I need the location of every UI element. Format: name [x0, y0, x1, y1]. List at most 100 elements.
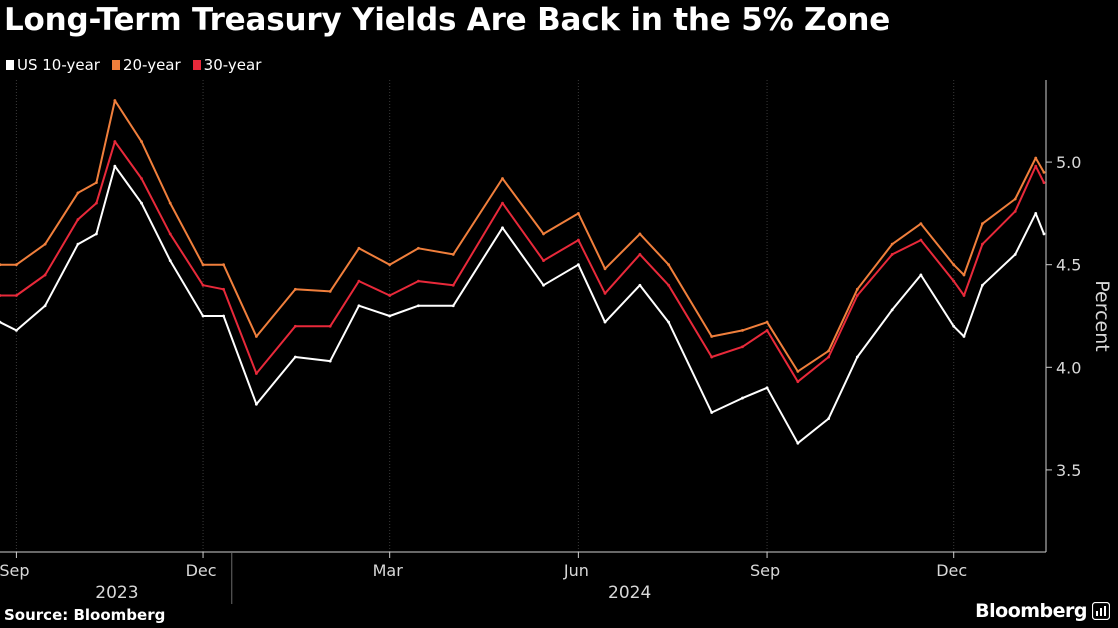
series-1-point-19 — [576, 211, 580, 215]
series-0-point-25 — [765, 386, 769, 390]
series-0-point-28 — [855, 355, 859, 359]
series-1-point-28 — [855, 287, 859, 291]
year-label-0: 2023 — [95, 583, 138, 603]
series-2-point-12 — [328, 324, 332, 328]
series-1-point-1 — [15, 263, 18, 267]
series-2-point-23 — [710, 355, 714, 359]
series-2-point-14 — [388, 294, 392, 297]
legend-swatch-20y — [111, 60, 120, 70]
legend-swatch-10y — [6, 60, 14, 70]
series-1-point-23 — [710, 335, 714, 338]
series-0-point-9 — [222, 314, 225, 318]
legend: US 10-year 20-year 30-year — [6, 56, 261, 74]
legend-label-30y: 30-year — [203, 56, 262, 74]
series-2-point-25 — [765, 328, 769, 332]
series-2-point-24 — [741, 345, 744, 349]
series-0-point-14 — [388, 314, 392, 318]
series-1-point-22 — [667, 263, 671, 267]
series-0-point-36 — [1042, 232, 1046, 236]
series-2-point-36 — [1042, 181, 1046, 185]
series-0-point-2 — [43, 304, 47, 308]
series-0-point-18 — [542, 283, 545, 287]
series-1-point-14 — [388, 263, 392, 267]
legend-item-10y: US 10-year — [6, 56, 100, 74]
series-2-point-16 — [451, 283, 455, 287]
series-1-point-36 — [1042, 170, 1046, 174]
y-tick-label-3: 5.0 — [1056, 153, 1081, 172]
series-1-point-9 — [222, 263, 225, 267]
series-1-point-34 — [1013, 197, 1017, 201]
series-1-point-7 — [168, 201, 172, 205]
series-0-point-24 — [741, 396, 744, 400]
year-label-1: 2024 — [608, 583, 651, 603]
series-line-1 — [0, 99, 1045, 373]
series-1-point-30 — [919, 222, 923, 226]
series-2-point-27 — [827, 355, 830, 359]
series-line-2 — [0, 140, 1045, 383]
series-0-point-31 — [952, 324, 956, 328]
series-1-point-10 — [254, 335, 258, 338]
series-0-point-10 — [254, 402, 258, 406]
series-0-point-15 — [417, 304, 420, 308]
series-1-point-3 — [76, 191, 80, 195]
series-2-point-18 — [542, 259, 545, 262]
series-1-point-15 — [417, 246, 420, 250]
series-0-point-26 — [796, 441, 800, 445]
series-2-point-4 — [94, 201, 98, 205]
series-1-point-26 — [796, 370, 800, 373]
series-2-point-8 — [201, 283, 205, 287]
y-tick-label-2: 4.5 — [1056, 256, 1081, 275]
series-0-point-30 — [919, 273, 923, 277]
series-0-point-12 — [328, 359, 332, 363]
series-0-point-4 — [94, 232, 98, 236]
series-2-point-13 — [357, 279, 361, 283]
series-0-point-21 — [638, 283, 642, 287]
x-tick-label-2: Mar — [373, 561, 404, 580]
series-0-point-34 — [1013, 253, 1017, 256]
series-2-point-30 — [919, 238, 923, 242]
series-2-point-11 — [293, 324, 297, 328]
series-2-point-9 — [222, 287, 225, 291]
series-0-point-27 — [827, 417, 830, 421]
series-1-point-31 — [952, 263, 956, 267]
x-tick-label-0: Sep — [0, 561, 29, 580]
bloomberg-chart-icon — [1092, 602, 1110, 620]
series-0-point-13 — [357, 304, 361, 308]
series-1-point-16 — [451, 253, 455, 256]
series-2-point-31 — [952, 279, 956, 283]
series-1-point-8 — [201, 263, 205, 267]
series-2-point-20 — [603, 292, 607, 295]
series-2-point-21 — [638, 253, 642, 256]
series-0-point-5 — [113, 164, 117, 168]
series-1-point-29 — [890, 242, 894, 246]
series-2-point-5 — [113, 140, 117, 143]
series-0-point-22 — [667, 320, 671, 324]
series-1-point-24 — [741, 328, 744, 332]
y-tick-label-0: 3.5 — [1056, 461, 1081, 480]
series-2-point-7 — [168, 232, 172, 236]
series-1-point-13 — [357, 246, 361, 250]
chart-title: Long-Term Treasury Yields Are Back in th… — [4, 2, 891, 38]
series-2-point-6 — [140, 177, 143, 180]
series-2-point-32 — [962, 294, 966, 297]
series-0-point-29 — [890, 308, 894, 312]
series-1-point-18 — [542, 232, 545, 236]
legend-item-30y: 30-year — [192, 56, 262, 74]
series-0-point-32 — [962, 335, 966, 338]
legend-label-10y: US 10-year — [17, 56, 100, 74]
series-1-point-33 — [981, 222, 984, 226]
series-2-point-1 — [15, 294, 18, 297]
series-2-point-0 — [0, 294, 2, 297]
series-0-point-20 — [603, 320, 607, 324]
series-1-point-21 — [638, 232, 642, 236]
series-1-point-5 — [113, 99, 117, 102]
series-0-point-33 — [981, 283, 984, 287]
series-0-point-16 — [451, 304, 455, 308]
series-2-point-34 — [1013, 209, 1017, 213]
y-tick-label-1: 4.0 — [1056, 358, 1081, 377]
legend-label-20y: 20-year — [122, 56, 181, 74]
series-0-point-17 — [501, 226, 504, 230]
series-2-point-29 — [890, 253, 894, 256]
series-2-point-10 — [254, 372, 258, 375]
